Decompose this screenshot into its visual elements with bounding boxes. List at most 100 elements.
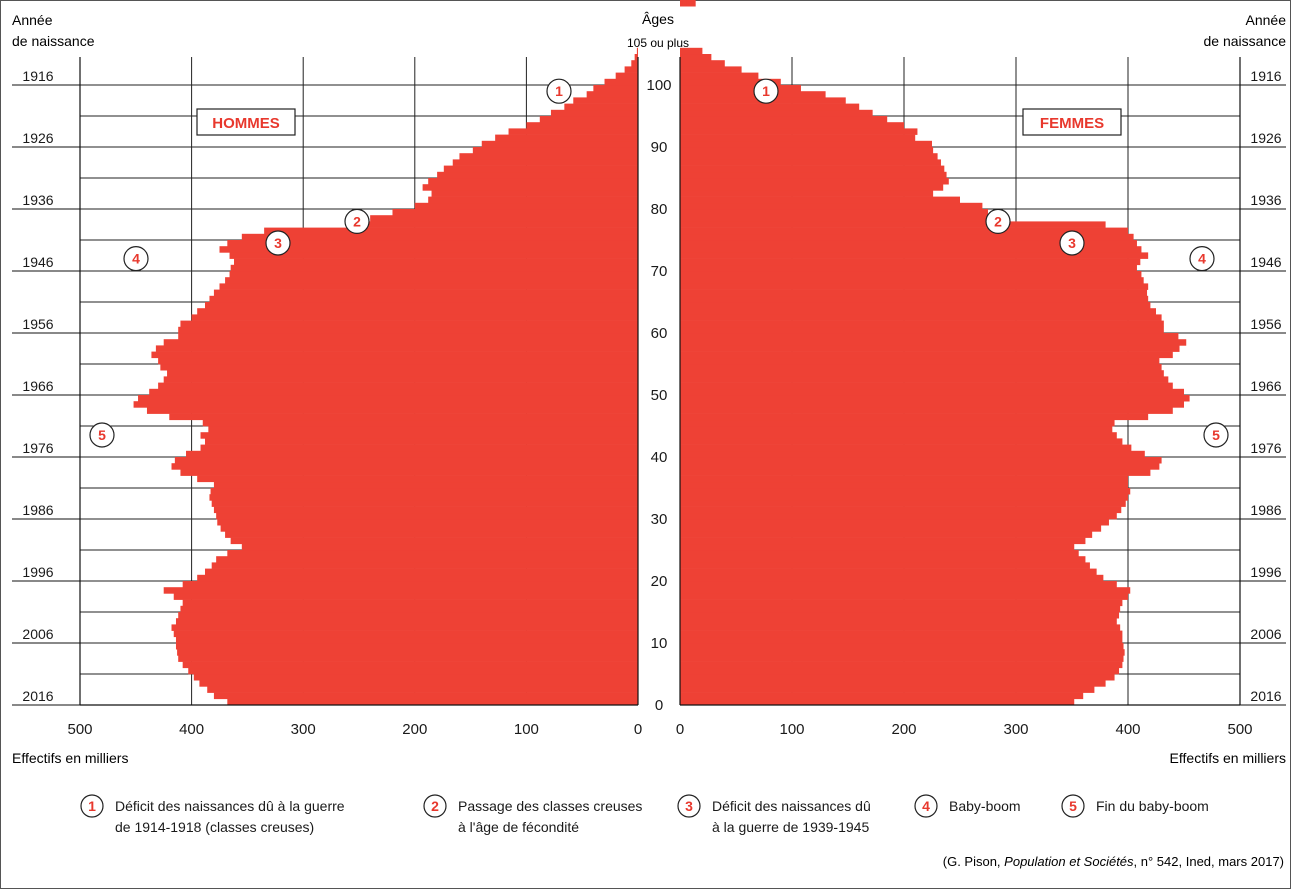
x-tick-right: 400	[1115, 721, 1140, 738]
bar-femmes-age-76	[680, 227, 1128, 235]
bar-femmes-age-43	[680, 432, 1117, 439]
x-tick-right: 500	[1227, 721, 1252, 738]
bar-femmes-age-11	[680, 630, 1123, 638]
left-header-line2: de naissance	[12, 33, 95, 49]
bar-hommes-age-99	[593, 85, 638, 92]
year-tick-right: 2006	[1250, 626, 1281, 642]
year-tick-left: 2006	[22, 626, 53, 642]
bar-femmes-age-83	[680, 184, 944, 191]
bar-femmes-age-85	[680, 171, 947, 179]
year-tick-left: 1996	[22, 564, 53, 580]
bar-hommes-age-23	[216, 556, 639, 563]
bar-femmes-age-81	[680, 196, 960, 204]
bar-hommes-age-76	[264, 227, 638, 235]
bar-femmes-age-27	[680, 531, 1093, 538]
bar-hommes-age-93	[526, 122, 638, 129]
bar-hommes-age-26	[230, 537, 638, 545]
bar-femmes-age-41	[680, 444, 1132, 452]
x-tick-left: 500	[67, 721, 92, 738]
right-header-line2: de naissance	[1203, 33, 1286, 49]
bar-femmes-age-102	[680, 66, 742, 73]
annotation-marker-left-3: 3	[265, 230, 291, 256]
bar-hommes-age-103	[631, 60, 638, 67]
bar-femmes-age-21	[680, 568, 1097, 576]
bar-femmes-age-61	[680, 320, 1164, 328]
bar-femmes-age-79	[680, 209, 988, 216]
bar-hommes-age-96	[564, 103, 638, 111]
femmes-label-box: FEMMES	[1022, 108, 1122, 136]
bar-femmes-age-10	[680, 636, 1123, 644]
legend-text: de 1914-1918 (classes creuses)	[115, 819, 314, 835]
bar-hommes-age-65	[209, 295, 638, 303]
bar-femmes-age-37	[680, 469, 1151, 476]
bar-hommes-age-1	[213, 692, 639, 700]
ages-header: Âges	[642, 11, 674, 27]
legend-number: 1	[88, 798, 96, 814]
bar-hommes-age-67	[219, 283, 638, 290]
bar-femmes-age-90	[680, 140, 932, 148]
age-tick-label: 60	[651, 325, 668, 342]
bar-femmes-age-96	[680, 103, 860, 111]
x-tick-right: 0	[676, 721, 684, 738]
year-tick-right: 1956	[1250, 316, 1281, 332]
legend-text: à la guerre de 1939-1945	[712, 819, 869, 835]
x-tick-right: 200	[891, 721, 916, 738]
bar-hommes-age-102	[624, 66, 638, 73]
bar-femmes-age-undefined	[680, 0, 682, 7]
year-tick-right: 1996	[1250, 564, 1281, 580]
bar-femmes-age-82	[680, 190, 934, 197]
bar-femmes-age-34	[680, 488, 1131, 495]
bar-hommes-age-5	[188, 667, 638, 675]
year-tick-right: 1946	[1250, 254, 1281, 270]
bar-femmes-age-16	[680, 599, 1123, 607]
annotation-marker-left-2: 2	[344, 208, 370, 234]
annotation-number: 3	[274, 235, 282, 251]
bar-femmes-age-undefined	[680, 0, 696, 7]
bar-hommes-age-84	[428, 178, 638, 185]
legend-text: Déficit des naissances dû à la guerre	[115, 798, 345, 814]
left-header-line1: Année	[12, 12, 53, 28]
bar-hommes-age-29	[217, 519, 638, 526]
bar-femmes-age-14	[680, 612, 1120, 619]
bar-femmes-age-78	[680, 215, 996, 222]
age-tick-label: 10	[651, 635, 668, 652]
legend-text: Baby-boom	[949, 798, 1021, 814]
bar-femmes-age-55	[680, 357, 1160, 365]
bar-femmes-age-71	[680, 258, 1141, 266]
bar-hommes-age-94	[539, 116, 638, 123]
bar-femmes-age-7	[680, 655, 1124, 662]
bar-hommes-age-32	[211, 500, 639, 507]
bar-femmes-age-3	[680, 680, 1106, 687]
x-tick-left: 300	[291, 721, 316, 738]
bar-hommes-age-90	[481, 140, 638, 148]
annotation-marker-right-3: 3	[1059, 230, 1085, 256]
bar-femmes-age-25	[680, 543, 1075, 551]
bar-femmes-age-51	[680, 382, 1173, 390]
bar-femmes-age-19	[680, 581, 1117, 588]
bar-hommes-age-21	[204, 568, 638, 576]
year-tick-left: 1966	[22, 378, 53, 394]
bar-femmes-age-77	[680, 221, 1106, 228]
bar-femmes-age-54	[680, 364, 1162, 371]
bar-hommes-age-49	[138, 395, 639, 402]
bar-femmes-age-80	[680, 202, 983, 210]
bar-femmes-age-44	[680, 426, 1113, 433]
annotation-number: 4	[132, 251, 140, 267]
bar-femmes-age-84	[680, 178, 949, 185]
bar-hommes-age-14	[178, 612, 638, 619]
bar-hommes-age-51	[158, 382, 638, 390]
bar-femmes-age-4	[680, 674, 1115, 681]
legend: 1 Déficit des naissances dû à la guerre de…	[80, 794, 1209, 835]
legend-number: 4	[922, 798, 930, 814]
bar-femmes-age-26	[680, 537, 1086, 545]
year-tick-right: 1976	[1250, 440, 1281, 456]
bar-femmes-age-30	[680, 512, 1117, 520]
year-tick-right: 1936	[1250, 192, 1281, 208]
bar-femmes-age-0	[680, 698, 1075, 706]
bar-femmes-age-39	[680, 457, 1162, 464]
x-tick-left: 0	[634, 721, 642, 738]
bar-hommes-age-34	[210, 488, 638, 495]
legend-text: Passage des classes creuses	[458, 798, 642, 814]
bar-femmes-age-98	[680, 91, 826, 98]
